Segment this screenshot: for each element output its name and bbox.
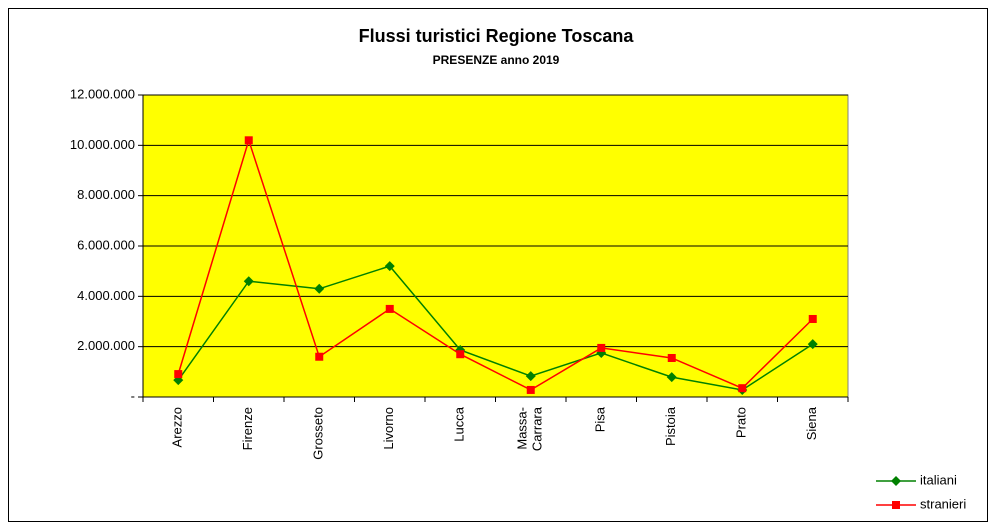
y-tick-label: 2.000.000 bbox=[77, 338, 135, 353]
line bbox=[177, 137, 814, 391]
point bbox=[597, 343, 606, 352]
legend-label: italiani bbox=[920, 472, 957, 487]
point bbox=[525, 371, 536, 382]
point bbox=[526, 385, 535, 394]
chart-title: Flussi turistici Regione Toscana bbox=[359, 26, 635, 46]
point bbox=[385, 304, 394, 313]
legend-marker bbox=[891, 476, 901, 486]
y-tick-label: 12.000.000 bbox=[70, 86, 135, 101]
y-tick-label: 8.000.000 bbox=[77, 187, 135, 202]
point bbox=[456, 350, 465, 359]
x-tick-label: Siena bbox=[804, 406, 819, 440]
point bbox=[667, 353, 676, 362]
point bbox=[807, 339, 818, 350]
chart-subtitle: PRESENZE anno 2019 bbox=[433, 53, 560, 67]
point bbox=[666, 372, 677, 383]
x-tick-label: Grosseto bbox=[311, 407, 326, 460]
point bbox=[244, 136, 253, 145]
point bbox=[808, 314, 817, 323]
point bbox=[738, 384, 747, 393]
y-tick-label: 4.000.000 bbox=[77, 288, 135, 303]
x-tick-label: Prato bbox=[734, 407, 749, 438]
y-tick-label: 6.000.000 bbox=[77, 237, 135, 252]
point bbox=[314, 283, 325, 294]
x-tick-label: Livorno bbox=[381, 407, 396, 450]
point bbox=[243, 276, 254, 287]
point bbox=[384, 261, 395, 272]
line bbox=[177, 265, 814, 391]
x-tick-label: Arezzo bbox=[170, 407, 185, 447]
y-tick-label: 10.000.000 bbox=[70, 137, 135, 152]
x-tick-label: Pisa bbox=[593, 406, 608, 432]
x-tick-label: Pistoia bbox=[663, 406, 678, 446]
x-tick-label: Firenze bbox=[240, 407, 255, 450]
x-tick-label: Massa-Carrara bbox=[515, 406, 545, 451]
y-tick-label: - bbox=[131, 388, 135, 403]
point bbox=[315, 352, 324, 361]
legend-marker bbox=[892, 501, 900, 509]
legend-label: stranieri bbox=[920, 496, 966, 511]
point bbox=[174, 370, 183, 379]
x-tick-label: Lucca bbox=[452, 406, 467, 441]
